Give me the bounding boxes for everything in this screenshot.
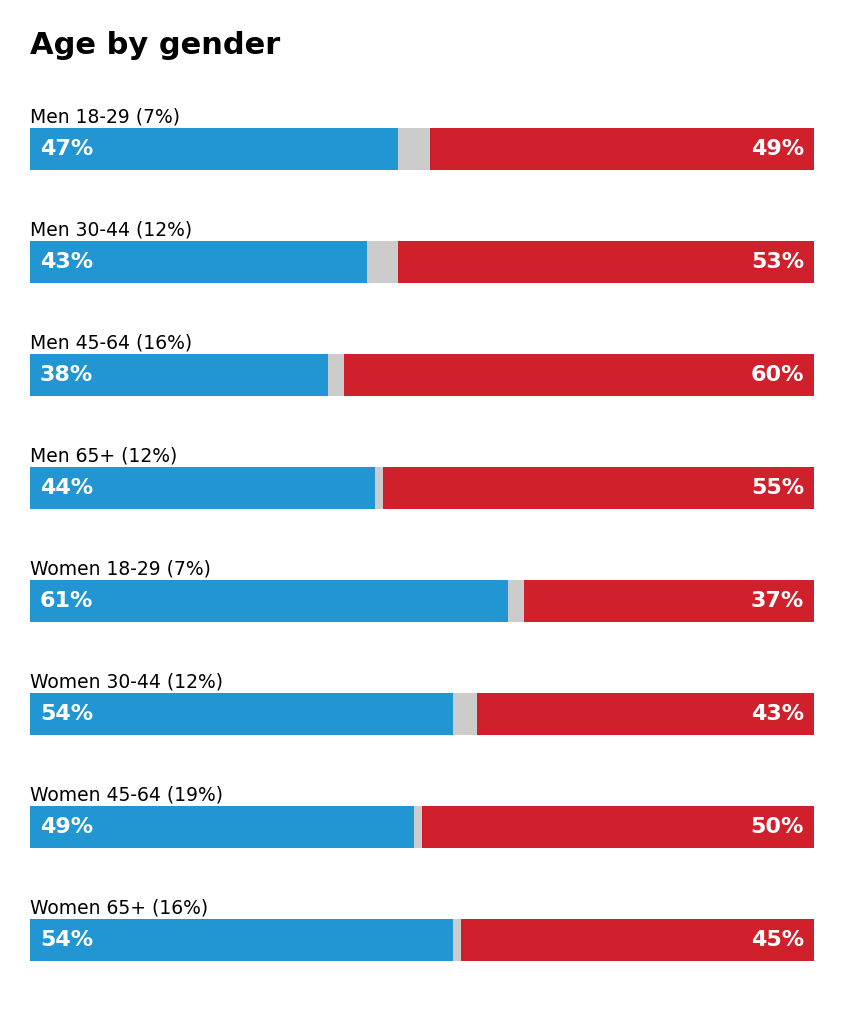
Bar bbox=[30, 919, 453, 961]
Text: Men 65+ (12%): Men 65+ (12%) bbox=[30, 446, 177, 465]
Bar bbox=[461, 919, 814, 961]
Text: Men 30-44 (12%): Men 30-44 (12%) bbox=[30, 220, 192, 240]
Text: 53%: 53% bbox=[751, 252, 804, 272]
Text: Men 45-64 (16%): Men 45-64 (16%) bbox=[30, 333, 192, 352]
Text: 54%: 54% bbox=[40, 705, 93, 724]
Bar bbox=[30, 128, 398, 170]
Text: Women 45-64 (19%): Women 45-64 (19%) bbox=[30, 785, 223, 804]
Text: 43%: 43% bbox=[751, 705, 804, 724]
Bar bbox=[477, 693, 814, 735]
Bar bbox=[375, 467, 383, 509]
Text: 50%: 50% bbox=[750, 817, 804, 837]
Bar bbox=[383, 467, 814, 509]
Text: Women 30-44 (12%): Women 30-44 (12%) bbox=[30, 673, 223, 691]
Bar bbox=[398, 241, 814, 283]
Bar bbox=[453, 919, 461, 961]
Text: 38%: 38% bbox=[40, 365, 93, 385]
Bar bbox=[30, 693, 453, 735]
Text: 49%: 49% bbox=[40, 817, 93, 837]
Bar bbox=[414, 806, 422, 848]
Bar bbox=[30, 580, 508, 622]
Text: Age by gender: Age by gender bbox=[30, 31, 280, 60]
Bar bbox=[30, 354, 328, 396]
Bar bbox=[524, 580, 814, 622]
Bar bbox=[30, 241, 367, 283]
Text: 60%: 60% bbox=[750, 365, 804, 385]
Bar bbox=[453, 693, 477, 735]
Text: Women 18-29 (7%): Women 18-29 (7%) bbox=[30, 559, 211, 579]
Bar bbox=[398, 128, 430, 170]
Text: 47%: 47% bbox=[40, 139, 93, 159]
Text: 44%: 44% bbox=[40, 478, 93, 498]
Text: 61%: 61% bbox=[40, 591, 94, 611]
Text: 54%: 54% bbox=[40, 930, 93, 950]
Bar bbox=[30, 806, 414, 848]
Bar bbox=[422, 806, 814, 848]
Text: 43%: 43% bbox=[40, 252, 93, 272]
Bar bbox=[328, 354, 344, 396]
Text: Women 65+ (16%): Women 65+ (16%) bbox=[30, 898, 208, 918]
Text: 37%: 37% bbox=[751, 591, 804, 611]
Text: 45%: 45% bbox=[751, 930, 804, 950]
Text: 49%: 49% bbox=[751, 139, 804, 159]
Bar bbox=[344, 354, 814, 396]
Bar bbox=[30, 467, 375, 509]
Bar bbox=[430, 128, 814, 170]
Bar bbox=[367, 241, 398, 283]
Text: Men 18-29 (7%): Men 18-29 (7%) bbox=[30, 108, 180, 126]
Text: 55%: 55% bbox=[751, 478, 804, 498]
Bar bbox=[508, 580, 524, 622]
